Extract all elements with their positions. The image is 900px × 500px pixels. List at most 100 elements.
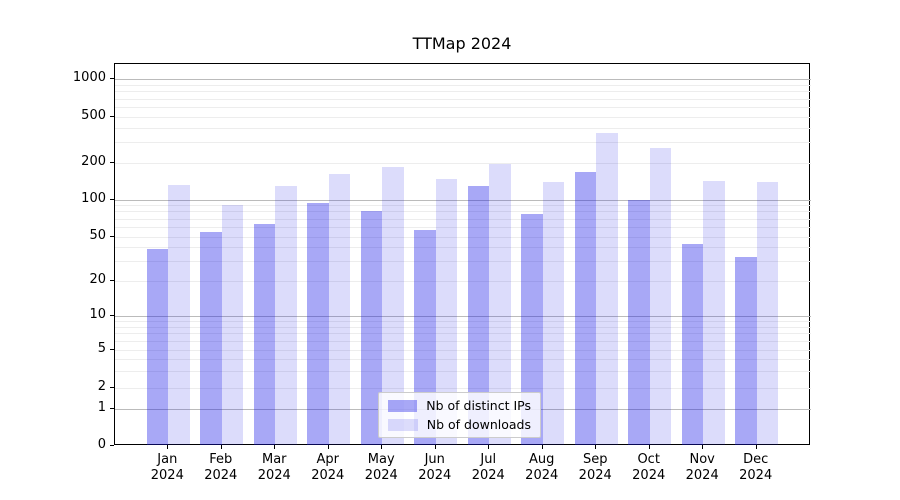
- bar-downloads-jan: [168, 185, 190, 445]
- bar-downloads-jul: [489, 164, 511, 445]
- y-axis-tick: [110, 116, 114, 117]
- chart-title: TTMap 2024: [412, 34, 512, 53]
- year-label: 2024: [739, 468, 773, 483]
- bar-downloads-dec: [756, 182, 779, 445]
- x-tick-label: Feb 2024: [195, 452, 247, 484]
- legend-swatch-distinct-ips: [388, 399, 418, 412]
- bar-distinct-ips-dec: [735, 256, 757, 445]
- year-label: 2024: [685, 468, 719, 483]
- bar-distinct-ips-mar: [253, 224, 276, 445]
- x-tick-label: Oct 2024: [623, 452, 675, 484]
- year-label: 2024: [364, 468, 398, 483]
- month-label: Sep: [582, 452, 608, 467]
- x-tick-label: Dec 2024: [730, 452, 782, 484]
- year-label: 2024: [311, 468, 345, 483]
- y-tick-label: 50: [89, 227, 106, 243]
- y-tick-label: 500: [81, 108, 106, 123]
- gridline-minor: [115, 98, 811, 100]
- year-label: 2024: [257, 468, 291, 483]
- x-tick-label: Jul 2024: [462, 452, 514, 484]
- y-axis-tick: [110, 315, 114, 316]
- bar-downloads-sep: [596, 133, 618, 445]
- y-tick-label: 20: [89, 272, 106, 287]
- gridline-minor: [115, 226, 811, 228]
- month-label: Mar: [262, 452, 287, 467]
- gridline-minor: [115, 142, 811, 144]
- x-axis-tick: [488, 445, 490, 449]
- y-axis-tick: [110, 349, 114, 350]
- y-tick-label: 5: [97, 341, 106, 356]
- gridline-minor: [115, 247, 811, 249]
- bar-downloads-mar: [275, 185, 297, 445]
- month-label: Feb: [209, 452, 233, 467]
- x-tick-label: Jun 2024: [409, 452, 461, 484]
- y-tick-label: 200: [81, 153, 106, 169]
- month-label: Apr: [316, 452, 340, 467]
- plot-area: [114, 63, 811, 445]
- x-axis-tick: [702, 445, 704, 449]
- gridline-minor: [115, 321, 811, 323]
- x-tick-label: Apr 2024: [302, 452, 354, 484]
- legend-item-distinct-ips: Nb of distinct IPs: [388, 398, 531, 413]
- y-tick-label: 1000: [72, 70, 106, 86]
- y-axis-tick: [110, 235, 114, 237]
- month-label: Jun: [424, 452, 445, 467]
- gridline-minor: [115, 162, 811, 164]
- gridline-minor: [115, 370, 811, 372]
- year-label: 2024: [204, 468, 238, 483]
- y-tick-label: 1: [97, 399, 106, 415]
- legend-label-distinct-ips: Nb of distinct IPs: [426, 398, 531, 413]
- bar-distinct-ips-nov: [681, 243, 704, 445]
- gridline-minor: [115, 107, 811, 109]
- year-label: 2024: [578, 468, 612, 483]
- month-label: Aug: [529, 452, 555, 467]
- x-axis-tick: [167, 445, 169, 449]
- y-axis-tick: [110, 386, 114, 388]
- gridline-major: [115, 316, 811, 317]
- gridline-minor: [115, 333, 811, 335]
- gridline-minor: [115, 205, 811, 207]
- gridline-minor: [115, 236, 811, 238]
- x-axis-tick: [541, 445, 543, 449]
- y-axis-tick: [110, 78, 114, 80]
- x-axis-tick: [274, 445, 276, 449]
- year-label: 2024: [525, 468, 559, 483]
- gridline-minor: [115, 261, 811, 263]
- gridline-minor: [115, 341, 811, 343]
- bar-downloads-jun: [435, 179, 458, 445]
- x-axis-tick: [755, 445, 757, 449]
- x-tick-label: Mar 2024: [248, 452, 300, 484]
- gridline-minor: [115, 387, 811, 389]
- legend-item-downloads: Nb of downloads: [388, 417, 531, 432]
- legend-swatch-downloads: [388, 418, 418, 431]
- bar-distinct-ips-feb: [200, 232, 222, 445]
- gridline-minor: [115, 85, 811, 87]
- month-label: Oct: [637, 452, 660, 467]
- bar-distinct-ips-may: [360, 210, 383, 445]
- bar-distinct-ips-sep: [574, 171, 597, 445]
- y-tick-label: 10: [89, 307, 106, 322]
- bar-downloads-nov: [703, 180, 725, 445]
- x-axis-tick: [381, 445, 383, 449]
- bar-downloads-feb: [221, 204, 244, 445]
- bar-distinct-ips-jan: [146, 248, 169, 445]
- month-label: Nov: [689, 452, 715, 467]
- x-tick-label: Aug 2024: [516, 452, 568, 484]
- gridline-minor: [115, 281, 811, 282]
- bar-downloads-may: [382, 167, 404, 445]
- gridline-major: [115, 199, 811, 201]
- bar-distinct-ips-oct: [628, 199, 650, 445]
- year-label: 2024: [150, 468, 184, 483]
- legend: Nb of distinct IPs Nb of downloads: [378, 392, 541, 438]
- y-tick-label: 100: [81, 190, 106, 206]
- gridline-minor: [115, 359, 811, 361]
- y-axis-tick: [110, 198, 114, 200]
- x-tick-label: May 2024: [355, 452, 407, 484]
- y-tick-label: 0: [97, 437, 106, 452]
- year-label: 2024: [471, 468, 505, 483]
- year-label: 2024: [632, 468, 666, 483]
- gridline-major: [115, 79, 811, 81]
- x-axis-tick: [327, 445, 329, 449]
- month-label: Jul: [480, 452, 497, 467]
